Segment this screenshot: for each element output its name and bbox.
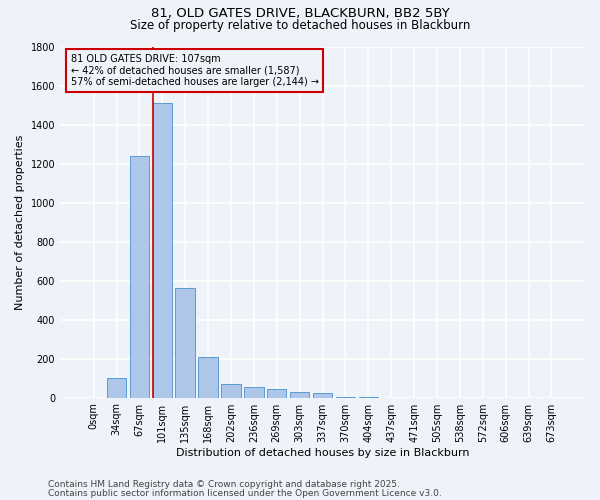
Bar: [313, 392, 332, 398]
Bar: [152, 103, 172, 398]
X-axis label: Distribution of detached houses by size in Blackburn: Distribution of detached houses by size …: [176, 448, 469, 458]
Bar: [335, 396, 355, 398]
Bar: [175, 288, 195, 398]
Bar: [130, 156, 149, 398]
Text: 81, OLD GATES DRIVE, BLACKBURN, BB2 5BY: 81, OLD GATES DRIVE, BLACKBURN, BB2 5BY: [151, 8, 449, 20]
Text: Size of property relative to detached houses in Blackburn: Size of property relative to detached ho…: [130, 19, 470, 32]
Text: Contains HM Land Registry data © Crown copyright and database right 2025.: Contains HM Land Registry data © Crown c…: [48, 480, 400, 489]
Bar: [290, 392, 310, 398]
Bar: [267, 389, 286, 398]
Bar: [221, 384, 241, 398]
Y-axis label: Number of detached properties: Number of detached properties: [15, 134, 25, 310]
Bar: [244, 387, 263, 398]
Text: 81 OLD GATES DRIVE: 107sqm
← 42% of detached houses are smaller (1,587)
57% of s: 81 OLD GATES DRIVE: 107sqm ← 42% of deta…: [71, 54, 319, 86]
Text: Contains public sector information licensed under the Open Government Licence v3: Contains public sector information licen…: [48, 488, 442, 498]
Bar: [199, 356, 218, 398]
Bar: [107, 378, 126, 398]
Bar: [359, 396, 378, 398]
